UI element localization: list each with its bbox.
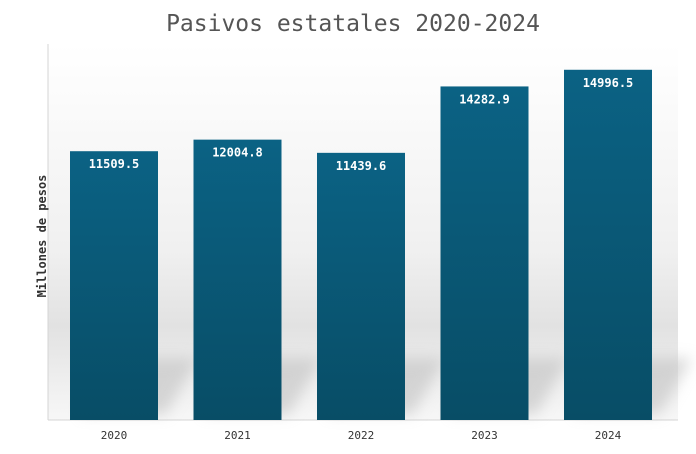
value-label-2020: 11509.5	[89, 157, 140, 171]
value-label-2022: 11439.6	[336, 159, 387, 173]
x-tick-label-group: 2020 2021 2022 2023 2024	[101, 429, 622, 442]
value-label-2023: 14282.9	[459, 92, 510, 106]
x-tick-label-2020: 2020	[101, 429, 128, 442]
value-label-2024: 14996.5	[583, 76, 634, 90]
bar-2023	[440, 86, 529, 421]
value-label-group: 11509.5 12004.8 11439.6 14282.9 14996.5	[89, 76, 634, 173]
bar-2020	[70, 151, 158, 420]
bar-group	[70, 69, 652, 421]
bar-2024	[564, 69, 652, 420]
y-axis-label: Millones de pesos	[35, 175, 49, 298]
bar-2022	[317, 152, 405, 420]
x-tick-label-2024: 2024	[595, 429, 622, 442]
x-tick-label-2023: 2023	[471, 429, 498, 442]
value-label-2021: 12004.8	[212, 146, 263, 160]
chart-title: Pasivos estatales 2020-2024	[166, 11, 540, 37]
x-tick-label-2021: 2021	[224, 429, 251, 442]
bar-2021	[193, 139, 282, 420]
x-tick-label-2022: 2022	[348, 429, 375, 442]
